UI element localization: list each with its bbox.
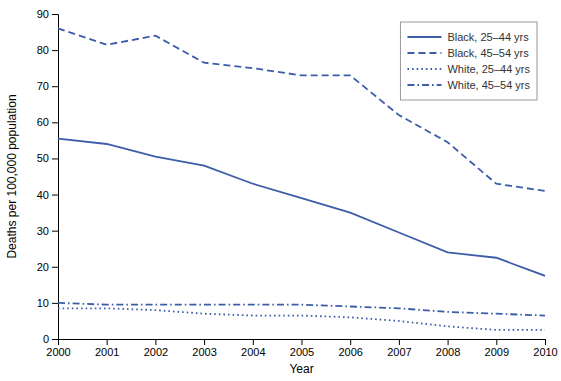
tick-label: 2001 xyxy=(95,346,119,358)
tick-label: 90 xyxy=(37,8,49,20)
tick-mark xyxy=(52,267,58,268)
tick-label: 80 xyxy=(37,44,49,56)
tick-label: 2006 xyxy=(338,346,362,358)
tick: 2000 xyxy=(46,339,70,358)
x-axis-title: Year xyxy=(289,362,313,376)
tick-mark xyxy=(52,339,58,340)
y-axis: 0 10 20 30 40 50 60 70 80 90 xyxy=(37,8,59,345)
tick-mark xyxy=(52,195,58,196)
tick-label: 2000 xyxy=(46,346,70,358)
tick: 90 xyxy=(37,8,58,20)
tick-label: 2004 xyxy=(241,346,265,358)
tick-label: 2003 xyxy=(192,346,216,358)
tick-mark xyxy=(545,339,546,345)
tick-mark xyxy=(448,339,449,345)
tick-label: 0 xyxy=(43,333,49,345)
tick-mark xyxy=(107,339,108,345)
legend-swatch xyxy=(407,52,441,54)
tick-mark xyxy=(204,339,205,345)
axis-line xyxy=(59,340,546,346)
tick: 2010 xyxy=(533,339,557,358)
tick-label: 2008 xyxy=(436,346,460,358)
legend-label: Black, 25–44 yrs xyxy=(447,31,529,43)
legend-swatch xyxy=(407,68,441,70)
tick-label: 30 xyxy=(37,225,49,237)
tick-mark xyxy=(350,339,351,345)
tick-label: 2009 xyxy=(485,346,509,358)
legend-label: Black, 45–54 yrs xyxy=(447,47,529,59)
tick-label: 20 xyxy=(37,261,49,273)
tick: 70 xyxy=(37,80,58,92)
tick: 20 xyxy=(37,261,58,273)
tick: 2009 xyxy=(485,339,509,358)
tick: 30 xyxy=(37,225,58,237)
tick-label: 2010 xyxy=(533,346,557,358)
tick-mark xyxy=(253,339,254,345)
tick-mark xyxy=(302,339,303,345)
y-axis-title: Deaths per 100,000 population xyxy=(5,94,19,258)
tick-label: 2005 xyxy=(290,346,314,358)
tick: 2003 xyxy=(192,339,216,358)
tick-mark xyxy=(52,122,58,123)
tick-label: 60 xyxy=(37,116,49,128)
legend-label: White, 45–54 yrs xyxy=(447,79,530,91)
tick-label: 2002 xyxy=(144,346,168,358)
tick-label: 50 xyxy=(37,152,49,164)
series-line xyxy=(58,139,545,276)
axis-line xyxy=(52,15,59,340)
legend-label: White, 25–44 yrs xyxy=(447,63,530,75)
tick-mark xyxy=(496,339,497,345)
series-line xyxy=(58,303,545,316)
tick: 40 xyxy=(37,189,58,201)
legend-swatch xyxy=(407,84,441,86)
tick-mark xyxy=(52,14,58,15)
tick: 2002 xyxy=(144,339,168,358)
tick: 2006 xyxy=(338,339,362,358)
plot: 2000200120022003200420052006200720082009… xyxy=(37,8,558,358)
tick-mark xyxy=(52,158,58,159)
series-line xyxy=(58,28,545,191)
legend: Black, 25–44 yrs Black, 45–54 yrs White, 2… xyxy=(400,22,537,100)
legend-swatch xyxy=(407,36,441,38)
tick-label: 70 xyxy=(37,80,49,92)
tick: 2007 xyxy=(387,339,411,358)
tick-mark xyxy=(52,303,58,304)
legend-frame xyxy=(400,22,537,100)
tick: 10 xyxy=(37,297,58,309)
lines xyxy=(58,28,545,330)
tick-label: 40 xyxy=(37,189,49,201)
tick: 2008 xyxy=(436,339,460,358)
tick-label: 10 xyxy=(37,297,49,309)
tick-mark xyxy=(52,50,58,51)
chart: 2000200120022003200420052006200720082009… xyxy=(0,0,561,381)
tick-mark xyxy=(52,86,58,87)
series-line xyxy=(58,308,545,330)
tick: 0 xyxy=(43,333,58,345)
tick: 60 xyxy=(37,116,58,128)
tick: 2001 xyxy=(95,339,119,358)
tick-mark xyxy=(399,339,400,345)
tick-mark xyxy=(155,339,156,345)
tick-mark xyxy=(52,231,58,232)
tick-label: 2007 xyxy=(387,346,411,358)
x-axis: 2000 2001 2002 2003 2004 2005 2006 2007 2008 2009… xyxy=(46,339,557,358)
tick: 2004 xyxy=(241,339,265,358)
tick: 2005 xyxy=(290,339,314,358)
tick: 50 xyxy=(37,152,58,164)
tick: 80 xyxy=(37,44,58,56)
